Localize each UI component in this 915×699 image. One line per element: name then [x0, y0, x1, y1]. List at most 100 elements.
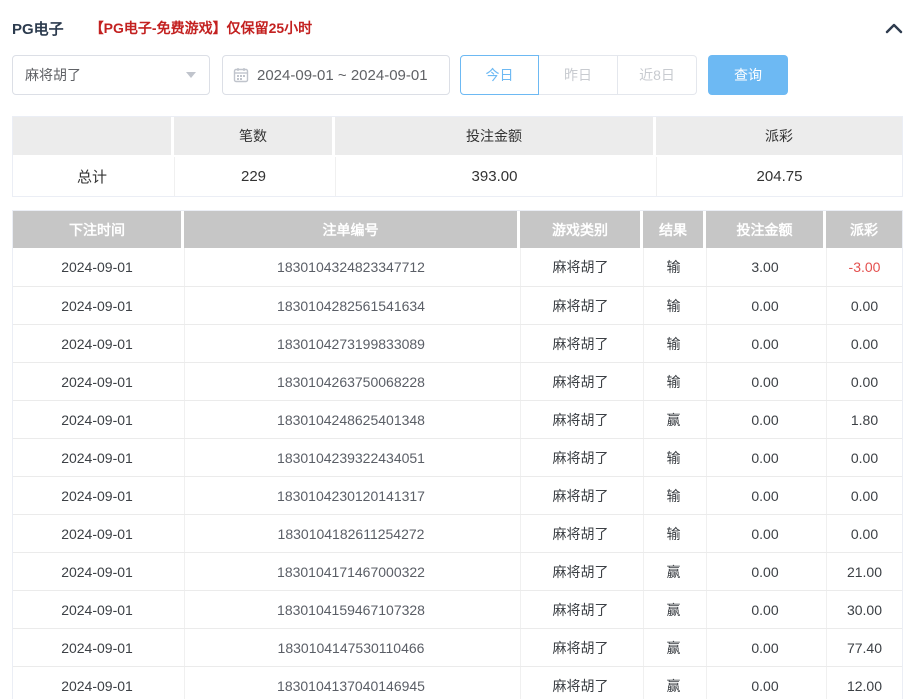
result-cell: 赢	[643, 553, 703, 590]
chevron-up-icon	[885, 22, 903, 34]
calendar-icon	[233, 67, 249, 83]
game-type-cell: 麻将胡了	[520, 477, 640, 514]
summary-bet-amount-value: 393.00	[335, 157, 653, 196]
bet-amount-cell: 0.00	[706, 667, 823, 699]
game-type-cell: 麻将胡了	[520, 287, 640, 324]
bet-amount-cell: 0.00	[706, 287, 823, 324]
result-cell: 赢	[643, 629, 703, 666]
result-cell: 输	[643, 477, 703, 514]
result-cell: 输	[643, 439, 703, 476]
date-range-value: 2024-09-01 ~ 2024-09-01	[257, 66, 428, 84]
bet-date-cell: 2024-09-01	[61, 259, 133, 275]
payout-cell: 0.00	[826, 363, 902, 400]
summary-header-blank	[13, 117, 171, 155]
bet-amount-cell: 0.00	[706, 401, 823, 438]
payout-cell: 12.00	[826, 667, 902, 699]
summary-total-label: 总计	[76, 169, 107, 186]
records-header-row: 下注时间 注单编号 游戏类别 结果 投注金额 派彩	[13, 211, 902, 248]
payout-cell: 21.00	[826, 553, 902, 590]
bet-id-cell: 1830104324823347712	[184, 248, 517, 286]
bet-date-cell: 2024-09-01	[61, 487, 133, 504]
game-type-cell: 麻将胡了	[520, 248, 640, 286]
result-cell: 输	[643, 363, 703, 400]
result-cell: 赢	[643, 401, 703, 438]
payout-cell: 0.00	[826, 477, 902, 514]
query-button[interactable]: 查询	[708, 55, 788, 95]
bet-amount-cell: 0.00	[706, 553, 823, 590]
game-type-cell: 麻将胡了	[520, 629, 640, 666]
payout-cell: 0.00	[826, 515, 902, 552]
bet-date-cell: 2024-09-01	[61, 525, 133, 542]
table-row: 2024-09-01 1830104182611254272 麻将胡了 输 0.…	[13, 514, 902, 552]
result-cell: 赢	[643, 667, 703, 699]
bet-amount-cell: 0.00	[706, 363, 823, 400]
bet-id-cell: 1830104182611254272	[184, 515, 517, 552]
bet-amount-cell: 0.00	[706, 515, 823, 552]
bet-id-cell: 1830104263750068228	[184, 363, 517, 400]
bet-date-cell: 2024-09-01	[61, 335, 133, 352]
bet-id-cell: 1830104273199833089	[184, 325, 517, 362]
summary-count-value: 229	[174, 157, 332, 196]
records-header-game-type: 游戏类别	[520, 211, 640, 248]
bet-amount-cell: 0.00	[706, 439, 823, 476]
bet-id-cell: 1830104282561541634	[184, 287, 517, 324]
bet-date-cell: 2024-09-01	[61, 563, 133, 580]
records-header-bet-time: 下注时间	[13, 211, 181, 248]
bet-amount-cell: 0.00	[706, 591, 823, 628]
bet-id-cell: 1830104147530110466	[184, 629, 517, 666]
bet-amount-cell: 0.00	[706, 629, 823, 666]
summary-header-count: 笔数	[174, 117, 332, 155]
game-type-cell: 麻将胡了	[520, 439, 640, 476]
bet-date-cell: 2024-09-01	[61, 373, 133, 390]
summary-table: 笔数 投注金额 派彩 总计 229 393.00 204.75	[12, 116, 903, 197]
quick-date-today-button[interactable]: 今日	[460, 55, 539, 95]
game-type-cell: 麻将胡了	[520, 667, 640, 699]
payout-cell: -3.00	[826, 248, 902, 286]
bet-date-cell: 2024-09-01	[61, 677, 133, 694]
game-type-select[interactable]: 麻将胡了	[12, 55, 210, 95]
chevron-down-icon	[185, 71, 197, 79]
panel-header: PG电子 【PG电子-免费游戏】仅保留25小时	[12, 0, 903, 40]
bet-id-cell: 1830104137040146945	[184, 667, 517, 699]
bet-date-cell: 2024-09-01	[61, 411, 133, 428]
summary-header-payout: 派彩	[656, 117, 902, 155]
bet-amount-cell: 0.00	[706, 325, 823, 362]
quick-date-last8days-button[interactable]: 近8日	[618, 55, 697, 95]
summary-total-row: 总计 229 393.00 204.75	[13, 155, 902, 196]
bet-id-cell: 1830104230120141317	[184, 477, 517, 514]
quick-date-button-group: 今日 昨日 近8日	[460, 55, 697, 95]
records-header-bet-id: 注单编号	[184, 211, 517, 248]
bet-amount-cell: 0.00	[706, 477, 823, 514]
game-type-cell: 麻将胡了	[520, 363, 640, 400]
table-row: 2024-09-01 1830104324823347712 麻将胡了 输 3.…	[13, 248, 902, 286]
bet-id-cell: 1830104248625401348	[184, 401, 517, 438]
payout-cell: 1.80	[826, 401, 902, 438]
result-cell: 输	[643, 287, 703, 324]
payout-cell: 77.40	[826, 629, 902, 666]
payout-cell: 0.00	[826, 439, 902, 476]
quick-date-yesterday-button[interactable]: 昨日	[539, 55, 618, 95]
result-cell: 赢	[643, 591, 703, 628]
table-row: 2024-09-01 1830104239322434051 麻将胡了 输 0.…	[13, 438, 902, 476]
records-table: 下注时间 注单编号 游戏类别 结果 投注金额 派彩 2024-09-01 183…	[12, 210, 903, 699]
game-type-cell: 麻将胡了	[520, 591, 640, 628]
records-header-payout: 派彩	[826, 211, 902, 248]
bet-date-cell: 2024-09-01	[61, 601, 133, 618]
bet-date-cell: 2024-09-01	[61, 449, 133, 466]
table-row: 2024-09-01 1830104230120141317 麻将胡了 输 0.…	[13, 476, 902, 514]
table-row: 2024-09-01 1830104147530110466 麻将胡了 赢 0.…	[13, 628, 902, 666]
date-range-picker[interactable]: 2024-09-01 ~ 2024-09-01	[222, 55, 450, 95]
bet-amount-cell: 3.00	[706, 248, 823, 286]
payout-cell: 0.00	[826, 287, 902, 324]
payout-cell: 0.00	[826, 325, 902, 362]
collapse-button[interactable]	[885, 22, 903, 34]
table-row: 2024-09-01 1830104248625401348 麻将胡了 赢 0.…	[13, 400, 902, 438]
records-header-result: 结果	[643, 211, 703, 248]
bet-id-cell: 1830104239322434051	[184, 439, 517, 476]
result-cell: 输	[643, 515, 703, 552]
table-row: 2024-09-01 1830104282561541634 麻将胡了 输 0.…	[13, 286, 902, 324]
bet-date-cell: 2024-09-01	[61, 639, 133, 656]
table-row: 2024-09-01 1830104171467000322 麻将胡了 赢 0.…	[13, 552, 902, 590]
game-type-cell: 麻将胡了	[520, 553, 640, 590]
